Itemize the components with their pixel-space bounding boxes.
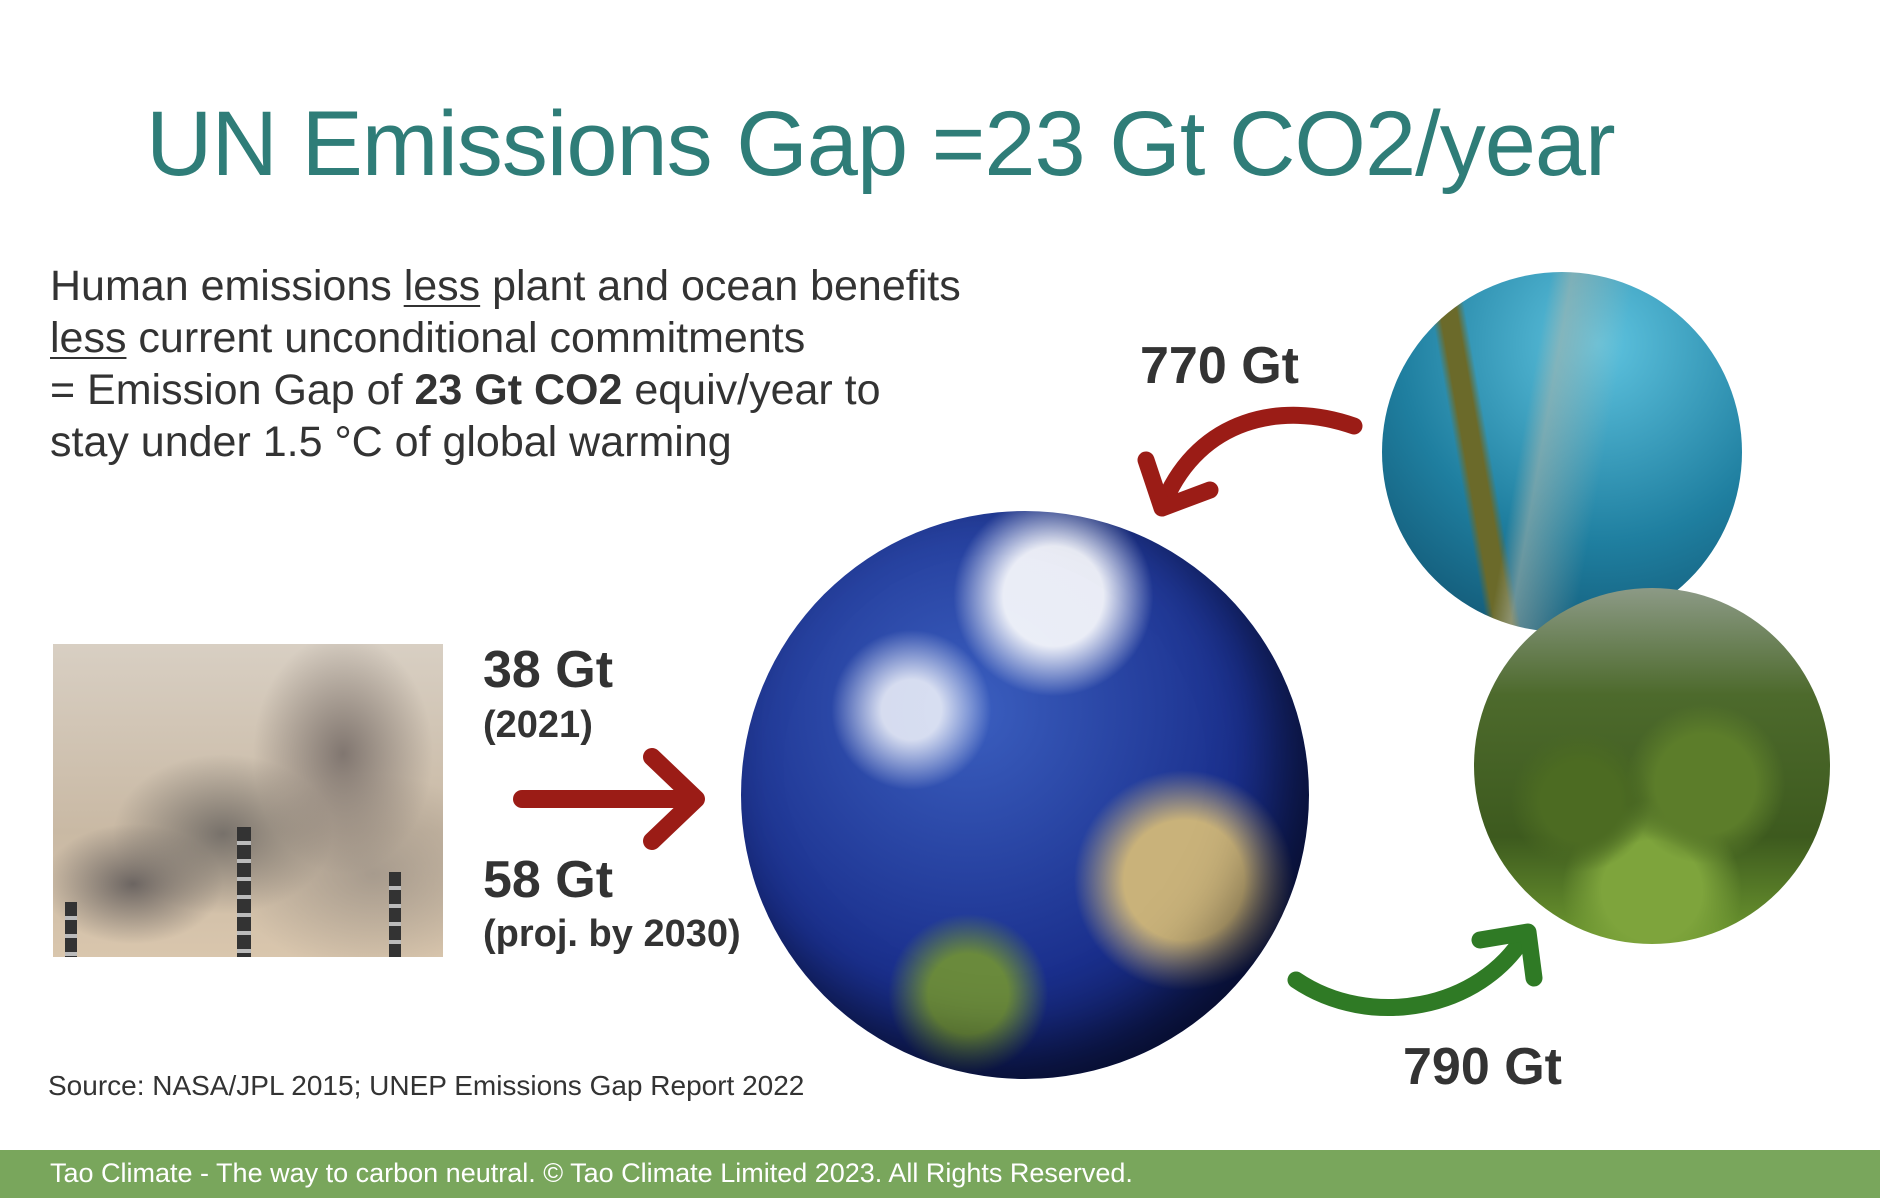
projected-emissions-value: 58 Gt [483,851,614,909]
earth-globe-image [741,511,1309,1079]
text: Human emissions [50,262,404,310]
summary-text: Human emissions less plant and ocean ben… [50,260,1050,468]
gap-value: 23 Gt CO2 [414,366,623,414]
text: current unconditional commitments [126,314,806,362]
underlined-less: less [50,314,127,362]
land-flow-value: 790 Gt [1403,1038,1562,1096]
text: plant and ocean benefits [480,262,961,310]
page-title: UN Emissions Gap =23 Gt CO2/year [146,93,1616,195]
smokestack [237,827,251,957]
summary-line-3: = Emission Gap of 23 Gt CO2 equiv/year t… [50,364,1050,416]
underlined-less: less [403,262,481,310]
summary-line-1: Human emissions less plant and ocean ben… [50,260,1050,312]
current-emissions-value: 38 Gt [483,641,614,699]
factory-smokestacks-image [53,644,443,957]
smokestack [65,902,77,957]
summary-line-2: less current unconditional commitments [50,312,1050,364]
land-absorption-arrow-icon [1287,923,1543,1016]
source-citation: Source: NASA/JPL 2015; UNEP Emissions Ga… [48,1070,805,1101]
ocean-absorption-arrow-icon [1137,406,1363,517]
summary-line-4: stay under 1.5 °C of global warming [50,418,732,466]
projected-emissions-note: (proj. by 2030) [483,913,741,955]
current-emissions-year: (2021) [483,704,593,746]
footer-copyright: Tao Climate - The way to carbon neutral.… [50,1158,1133,1188]
footer-bar: Tao Climate - The way to carbon neutral.… [0,1150,1880,1198]
text: equiv/year to [622,366,881,414]
forest-canopy-image [1474,588,1830,944]
text: = Emission Gap of [50,366,415,414]
smokestack [389,872,401,957]
emissions-arrow-icon [513,748,705,850]
ocean-flow-value: 770 Gt [1140,337,1299,395]
ocean-kelp-fish-image [1382,272,1742,632]
